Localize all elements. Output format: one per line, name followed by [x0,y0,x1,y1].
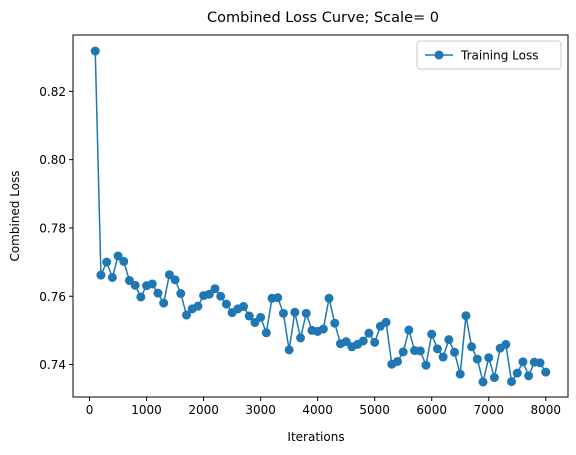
data-point [438,352,448,362]
data-point [472,354,482,364]
data-point [147,279,157,289]
data-point [461,311,471,321]
data-point [296,333,306,343]
data-point [244,311,254,321]
data-point [119,256,129,266]
data-point [478,377,488,387]
data-point [524,371,534,381]
x-tick-label: 3000 [245,403,276,417]
y-tick-label: 0.76 [39,290,66,304]
data-point [489,373,499,383]
data-point [381,317,391,327]
data-point [518,357,528,367]
data-point [273,293,283,303]
legend-box [416,40,562,70]
data-point [181,310,191,320]
x-tick-label: 5000 [359,403,390,417]
data-point [450,347,460,357]
data-point [204,289,214,299]
x-tick-label: 6000 [416,403,447,417]
data-point [107,272,117,282]
data-point [484,353,494,363]
data-point [170,275,180,285]
data-point [210,284,220,294]
data-point [284,345,294,355]
data-point [153,288,163,298]
legend-marker-sample [434,50,444,60]
data-point [193,301,203,311]
data-point [507,377,517,387]
y-axis: 0.74 0.76 0.78 0.80 0.82 [39,85,73,372]
data-point [96,270,106,280]
x-tick-label: 1000 [131,403,162,417]
y-tick-label: 0.82 [39,85,66,99]
y-tick-label: 0.80 [39,153,66,167]
data-point [421,360,431,370]
data-point [404,325,414,335]
data-point [330,318,340,328]
data-point [541,367,551,377]
data-point [324,293,334,303]
data-point [239,302,249,311]
x-tick-label: 7000 [473,403,504,417]
data-point [159,298,169,308]
y-tick-label: 0.78 [39,221,66,235]
data-point [176,289,186,299]
legend-label: Training Loss [460,49,538,63]
chart-title: Combined Loss Curve; Scale= 0 [207,10,439,26]
data-point [136,292,146,302]
data-point [432,344,442,354]
data-point [398,347,408,357]
data-point [290,307,300,317]
plot-area [90,46,551,387]
data-point [221,299,231,309]
data-point [501,339,511,349]
data-point [444,335,454,345]
x-axis-label: Iterations [287,430,344,444]
y-tick-label: 0.74 [39,358,66,372]
data-point [370,337,380,347]
data-point [467,342,477,352]
x-tick-label: 4000 [302,403,333,417]
legend: Training Loss [416,40,562,70]
data-point [256,312,266,322]
data-point [261,328,271,338]
data-point [455,369,465,379]
data-point [113,251,123,261]
data-point [415,346,425,356]
data-point [301,308,311,318]
x-tick-label: 0 [86,403,94,417]
data-point [512,368,522,378]
data-point [90,46,100,56]
plot-frame [72,34,569,398]
data-point [102,257,112,267]
y-axis-label: Combined Loss [8,170,22,261]
x-tick-label: 8000 [530,403,561,417]
data-point [392,356,402,366]
data-point [318,324,328,334]
data-point [358,336,368,346]
x-tick-label: 2000 [188,403,219,417]
data-point [216,291,226,301]
data-point [364,328,374,338]
data-point [427,329,437,339]
x-axis: 0 1000 2000 3000 4000 5000 6000 7000 8000 [86,397,561,417]
data-point [130,280,140,290]
data-point [278,308,288,318]
data-point [535,358,545,368]
